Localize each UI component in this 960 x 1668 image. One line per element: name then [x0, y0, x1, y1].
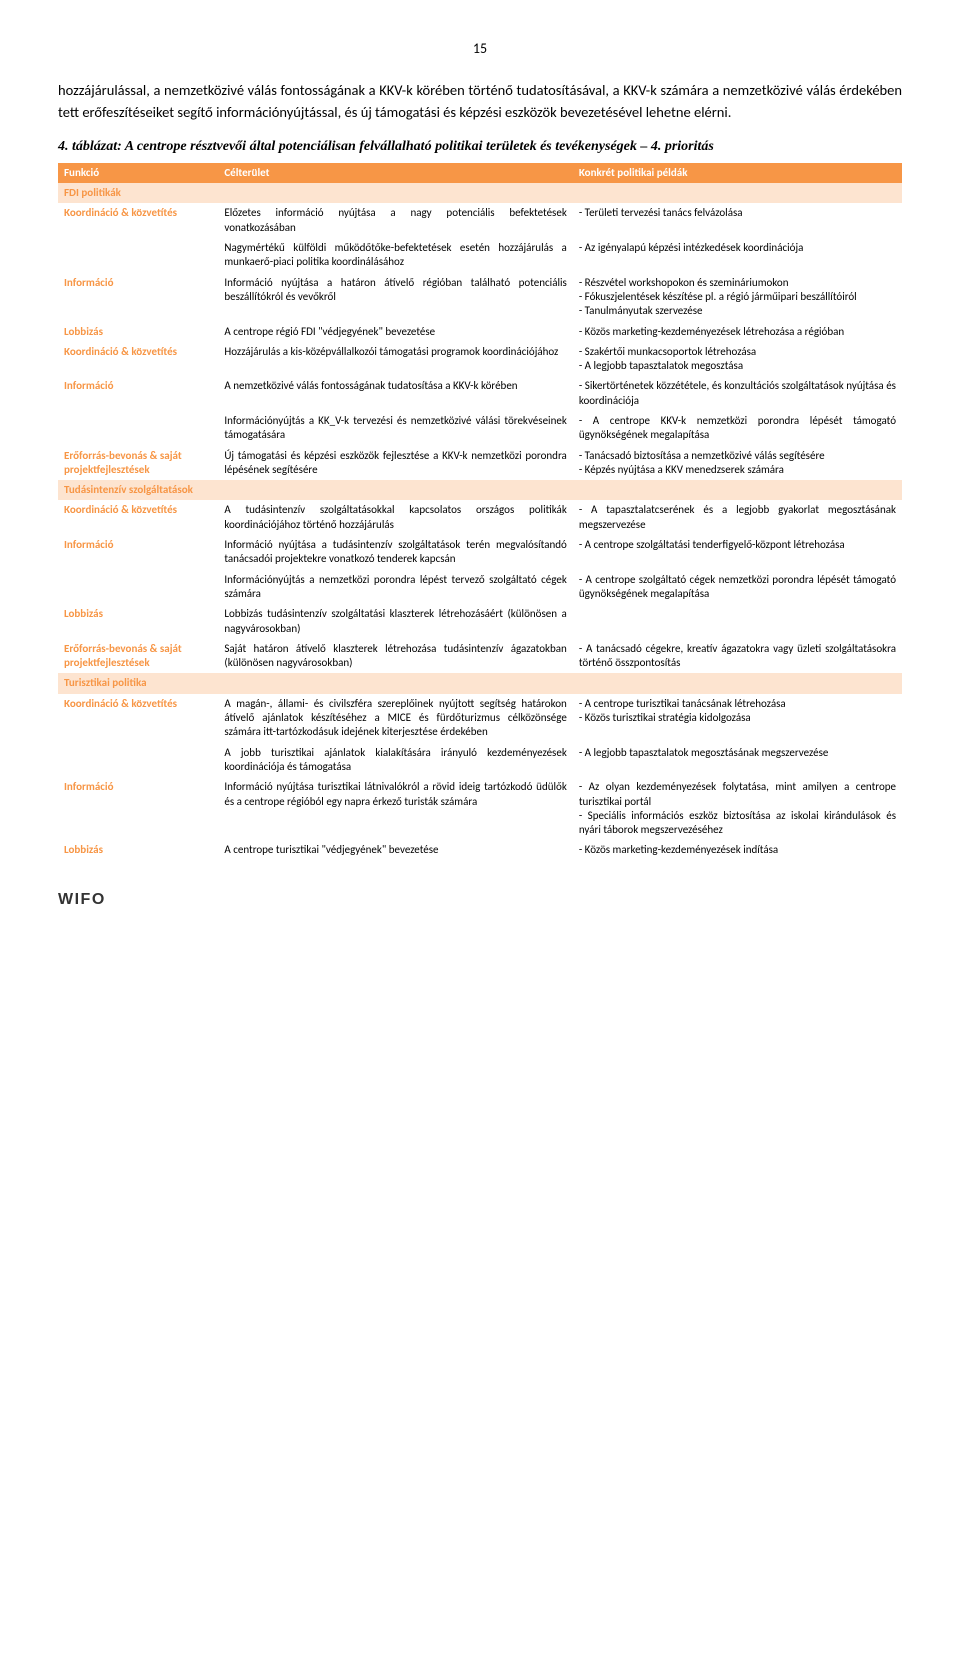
cell-target: Információnyújtás a KK_V-k tervezési és … — [218, 411, 572, 446]
cell-examples: - A tanácsadó cégekre, kreatív ágazatokr… — [573, 639, 902, 674]
table-row: Lobbizás A centrope régió FDI "védjegyén… — [58, 322, 902, 342]
table-row: Koordináció & közvetítés Előzetes inform… — [58, 203, 902, 238]
section-label: FDI politikák — [58, 183, 902, 203]
cell-target: A magán-, állami- és civilszféra szerepl… — [218, 694, 572, 743]
cell-target: A jobb turisztikai ajánlatok kialakításá… — [218, 743, 572, 778]
cell-target: A tudásintenzív szolgáltatásokkal kapcso… — [218, 500, 572, 535]
cell-examples: - Tanácsadó biztosítása a nemzetközivé v… — [573, 446, 902, 481]
table-caption: 4. táblázat: A centrope résztvevői által… — [58, 138, 902, 157]
cell-examples: - A centrope szolgáltató cégek nemzetköz… — [573, 570, 902, 605]
cell-examples: - A centrope szolgáltatási tenderfigyelő… — [573, 535, 902, 570]
table-row: Koordináció & közvetítés A magán-, állam… — [58, 694, 902, 743]
cell-func: Lobbizás — [58, 322, 218, 342]
col-header-peldak: Konkrét politikai példák — [573, 163, 902, 183]
table-row: Információnyújtás a KK_V-k tervezési és … — [58, 411, 902, 446]
cell-target: A centrope turisztikai "védjegyének" bev… — [218, 840, 572, 860]
cell-target: Előzetes információ nyújtása a nagy pote… — [218, 203, 572, 238]
table-row: Információ A nemzetközivé válás fontossá… — [58, 376, 902, 411]
cell-func — [58, 743, 218, 778]
table-row: Erőforrás-bevonás & saját projektfejlesz… — [58, 639, 902, 674]
cell-examples: - Az olyan kezdeményezések folytatása, m… — [573, 777, 902, 840]
cell-func: Koordináció & közvetítés — [58, 342, 218, 377]
section-row-turisztika: Turisztikai politika — [58, 673, 902, 693]
section-label: Tudásintenzív szolgáltatások — [58, 480, 902, 500]
cell-examples: - Részvétel workshopokon és szemináriumo… — [573, 273, 902, 322]
table-row: Nagymértékű külföldi működőtőke-befektet… — [58, 238, 902, 273]
cell-func: Információ — [58, 376, 218, 411]
cell-examples: - Az igényalapú képzési intézkedések koo… — [573, 238, 902, 273]
cell-examples: - A centrope turisztikai tanácsának létr… — [573, 694, 902, 743]
table-row: Erőforrás-bevonás & saját projektfejlesz… — [58, 446, 902, 481]
cell-target: Nagymértékű külföldi működőtőke-befektet… — [218, 238, 572, 273]
cell-examples — [573, 604, 902, 639]
cell-examples: - A legjobb tapasztalatok megosztásának … — [573, 743, 902, 778]
cell-func: Információ — [58, 273, 218, 322]
section-label: Turisztikai politika — [58, 673, 902, 693]
table-row: Információ Információ nyújtása a határon… — [58, 273, 902, 322]
cell-func: Lobbizás — [58, 604, 218, 639]
cell-target: Információnyújtás a nemzetközi porondra … — [218, 570, 572, 605]
table-row: Információ Információ nyújtása a tudásin… — [58, 535, 902, 570]
footer-logo: WIFO — [58, 891, 902, 909]
table-row: Információ Információ nyújtása turisztik… — [58, 777, 902, 840]
cell-func: Erőforrás-bevonás & saját projektfejlesz… — [58, 446, 218, 481]
cell-examples: - A tapasztalatcserének és a legjobb gya… — [573, 500, 902, 535]
table-header-row: Funkció Célterület Konkrét politikai pél… — [58, 163, 902, 183]
cell-target: A nemzetközivé válás fontosságának tudat… — [218, 376, 572, 411]
page-number: 15 — [58, 40, 902, 57]
cell-func: Erőforrás-bevonás & saját projektfejlesz… — [58, 639, 218, 674]
cell-func: Koordináció & közvetítés — [58, 694, 218, 743]
intro-paragraph: hozzájárulással, a nemzetközivé válás fo… — [58, 79, 902, 124]
cell-target: Új támogatási és képzési eszközök fejles… — [218, 446, 572, 481]
cell-examples: - Szakértői munkacsoportok létrehozása- … — [573, 342, 902, 377]
cell-func — [58, 238, 218, 273]
cell-target: Hozzájárulás a kis-középvállalkozói támo… — [218, 342, 572, 377]
cell-target: Információ nyújtása a határon átívelő ré… — [218, 273, 572, 322]
cell-examples: - Közös marketing-kezdeményezések indítá… — [573, 840, 902, 860]
cell-func — [58, 411, 218, 446]
cell-examples: - Sikertörténetek közzététele, és konzul… — [573, 376, 902, 411]
cell-func: Koordináció & közvetítés — [58, 203, 218, 238]
cell-func: Lobbizás — [58, 840, 218, 860]
cell-func — [58, 570, 218, 605]
table-row: Koordináció & közvetítés Hozzájárulás a … — [58, 342, 902, 377]
cell-target: A centrope régió FDI "védjegyének" bevez… — [218, 322, 572, 342]
cell-examples: - Közös marketing-kezdeményezések létreh… — [573, 322, 902, 342]
cell-target: Saját határon átívelő klaszterek létreho… — [218, 639, 572, 674]
table-row: Információnyújtás a nemzetközi porondra … — [58, 570, 902, 605]
table-row: Lobbizás A centrope turisztikai "védjegy… — [58, 840, 902, 860]
cell-target: Információ nyújtása turisztikai látnival… — [218, 777, 572, 840]
cell-target: Lobbizás tudásintenzív szolgáltatási kla… — [218, 604, 572, 639]
section-row-tudas: Tudásintenzív szolgáltatások — [58, 480, 902, 500]
cell-func: Információ — [58, 535, 218, 570]
col-header-celterulet: Célterület — [218, 163, 572, 183]
cell-examples: - Területi tervezési tanács felvázolása — [573, 203, 902, 238]
cell-func: Koordináció & közvetítés — [58, 500, 218, 535]
cell-func: Információ — [58, 777, 218, 840]
table-row: A jobb turisztikai ajánlatok kialakításá… — [58, 743, 902, 778]
cell-target: Információ nyújtása a tudásintenzív szol… — [218, 535, 572, 570]
cell-examples: - A centrope KKV-k nemzetközi porondra l… — [573, 411, 902, 446]
table-row: Lobbizás Lobbizás tudásintenzív szolgált… — [58, 604, 902, 639]
col-header-funkcio: Funkció — [58, 163, 218, 183]
section-row-fdi: FDI politikák — [58, 183, 902, 203]
table-row: Koordináció & közvetítés A tudásintenzív… — [58, 500, 902, 535]
policy-table: Funkció Célterület Konkrét politikai pél… — [58, 163, 902, 861]
